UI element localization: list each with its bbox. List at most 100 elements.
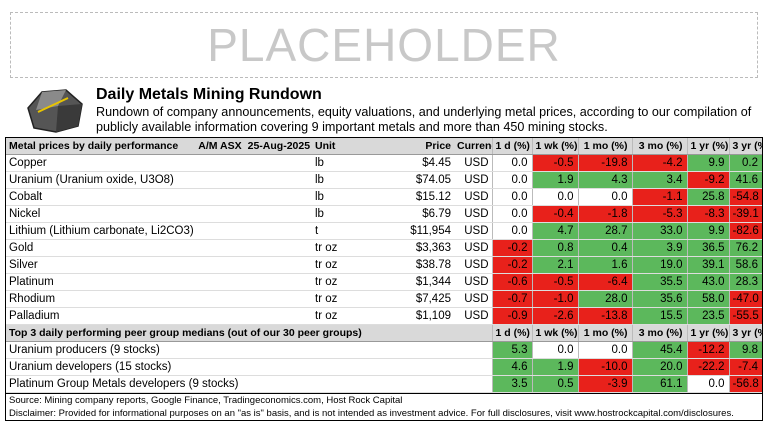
peer-row: Uranium producers (9 stocks) 5.3 0.0 0.0 45.… [6, 341, 762, 359]
unit: tr oz [312, 256, 374, 274]
title: Daily Metals Mining Rundown [96, 86, 322, 103]
change-cell: -0.9 [491, 307, 532, 325]
change-cell: 20.0 [631, 358, 687, 376]
change-cell: 45.4 [631, 341, 687, 359]
change-cell: 39.1 [686, 256, 729, 274]
peer-row: Uranium developers (15 stocks) 4.6 1.9 -10.… [6, 358, 762, 376]
column-header: 1 wk (%) [531, 324, 578, 342]
change-cell: 58.0 [686, 290, 729, 308]
change-cell: -55.5 [728, 307, 762, 325]
change-cell: 1.9 [531, 358, 578, 376]
price: $1,344 [374, 273, 454, 291]
column-header: 1 d (%) [491, 324, 532, 342]
metal-row: Gold tr oz $3,363 USD -0.2 0.8 0.4 3.9 36.5 76.2 [6, 239, 762, 257]
metal-name: Rhodium [6, 290, 312, 308]
column-header: 3 mo (%) [631, 324, 687, 342]
change-cell: -22.2 [686, 358, 729, 376]
metal-name: Uranium (Uranium oxide, U3O8) [6, 171, 312, 189]
column-header: Currency [454, 138, 492, 155]
currency: USD [454, 307, 492, 325]
change-cell: -7.4 [728, 358, 762, 376]
unit: tr oz [312, 307, 374, 325]
rock-icon [27, 89, 83, 133]
peer-label: Top 3 daily performing peer group median… [6, 324, 492, 342]
unit: lb [312, 205, 374, 223]
change-cell: 36.5 [686, 239, 729, 257]
change-cell: 9.8 [728, 341, 762, 359]
currency: USD [454, 239, 492, 257]
metal-name: Gold [6, 239, 312, 257]
unit: tr oz [312, 290, 374, 308]
change-cell: 15.5 [631, 307, 687, 325]
change-cell: 4.7 [531, 222, 578, 240]
change-cell: 5.3 [491, 341, 532, 359]
change-cell: -3.9 [577, 375, 632, 393]
change-cell: 41.6 [728, 171, 762, 189]
unit: tr oz [312, 273, 374, 291]
change-cell: 43.0 [686, 273, 729, 291]
price: $11,954 [374, 222, 454, 240]
column-header: Price [374, 138, 454, 155]
metal-name: Copper [6, 154, 312, 172]
change-cell: 33.0 [631, 222, 687, 240]
metal-name: Lithium (Lithium carbonate, Li2CO3) [6, 222, 312, 240]
change-cell: 3.5 [491, 375, 532, 393]
metal-name: Cobalt [6, 188, 312, 206]
currency: USD [454, 256, 492, 274]
table-label: Metal prices by daily performance [9, 140, 179, 152]
change-cell: -47.0 [728, 290, 762, 308]
change-cell: 9.9 [686, 222, 729, 240]
change-cell: 1.9 [531, 171, 578, 189]
change-cell: -0.4 [531, 205, 578, 223]
header-row: Metal prices by daily performance A/M ASX… [6, 138, 762, 155]
currency: USD [454, 290, 492, 308]
price: $38.78 [374, 256, 454, 274]
peer-row: Platinum Group Metals developers (9 stoc… [6, 375, 762, 393]
currency: USD [454, 222, 492, 240]
change-cell: -0.6 [491, 273, 532, 291]
metal-row: Rhodium tr oz $7,425 USD -0.7 -1.0 28.0 35.6 58.… [6, 290, 762, 308]
change-cell: -56.8 [728, 375, 762, 393]
change-cell: 0.0 [491, 188, 532, 206]
change-cell: 0.0 [491, 154, 532, 172]
change-cell: 2.1 [531, 256, 578, 274]
change-cell: 0.8 [531, 239, 578, 257]
change-cell: 23.5 [686, 307, 729, 325]
currency: USD [454, 273, 492, 291]
change-cell: 0.0 [531, 341, 578, 359]
currency: USD [454, 171, 492, 189]
change-cell: 61.1 [631, 375, 687, 393]
metal-name: Palladium [6, 307, 312, 325]
change-cell: 28.0 [577, 290, 632, 308]
metal-name: Silver [6, 256, 312, 274]
footer: Source: Mining company reports, Google F… [6, 393, 762, 420]
price: $6.79 [374, 205, 454, 223]
change-cell: 28.7 [577, 222, 632, 240]
unit: t [312, 222, 374, 240]
currency: USD [454, 205, 492, 223]
price: $74.05 [374, 171, 454, 189]
change-cell: -6.4 [577, 273, 632, 291]
change-cell: 58.6 [728, 256, 762, 274]
change-cell: 3.4 [631, 171, 687, 189]
column-header: 1 wk (%) [531, 138, 578, 155]
change-cell: 0.5 [531, 375, 578, 393]
disclaimer: Disclaimer: Provided for informational p… [9, 408, 734, 419]
unit: lb [312, 154, 374, 172]
change-cell: -5.3 [631, 205, 687, 223]
currency: USD [454, 188, 492, 206]
metal-name: Nickel [6, 205, 312, 223]
price: $3,363 [374, 239, 454, 257]
change-cell: 0.0 [577, 188, 632, 206]
change-cell: -0.2 [491, 256, 532, 274]
change-cell: -2.6 [531, 307, 578, 325]
change-cell: -8.3 [686, 205, 729, 223]
peer-name: Uranium producers (9 stocks) [6, 341, 492, 359]
price: $15.12 [374, 188, 454, 206]
change-cell: 0.0 [491, 222, 532, 240]
price: $7,425 [374, 290, 454, 308]
column-header: 1 d (%) [491, 138, 532, 155]
change-cell: 9.9 [686, 154, 729, 172]
metal-row: Lithium (Lithium carbonate, Li2CO3) t $11,… [6, 222, 762, 240]
